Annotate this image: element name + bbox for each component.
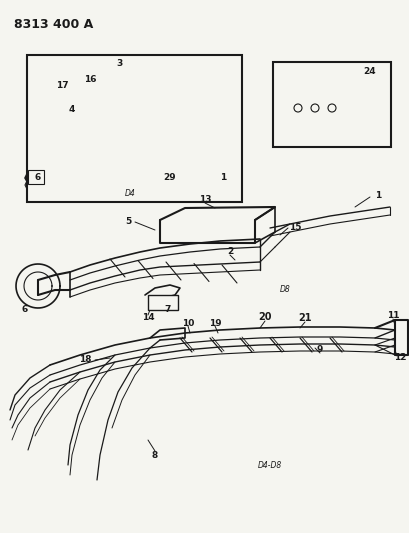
Bar — [28, 170, 44, 184]
Text: 14: 14 — [142, 313, 154, 322]
Text: 6: 6 — [35, 174, 41, 182]
Text: 11: 11 — [386, 311, 398, 319]
Text: 13: 13 — [198, 195, 211, 204]
Text: 17: 17 — [56, 80, 68, 90]
Text: 16: 16 — [83, 76, 96, 85]
Text: D4: D4 — [124, 189, 135, 198]
Text: 20: 20 — [258, 312, 271, 322]
Text: 29: 29 — [163, 174, 176, 182]
Text: 5: 5 — [125, 217, 131, 227]
Text: 21: 21 — [297, 313, 311, 323]
Bar — [272, 62, 390, 147]
Text: 2: 2 — [226, 247, 233, 256]
Text: 12: 12 — [393, 353, 405, 362]
Text: 9: 9 — [316, 345, 322, 354]
Text: 8313 400 A: 8313 400 A — [14, 18, 93, 31]
Text: D8: D8 — [279, 286, 290, 295]
Text: 6: 6 — [22, 305, 28, 314]
Text: 1: 1 — [219, 174, 226, 182]
Text: 8: 8 — [151, 450, 158, 459]
Text: 3: 3 — [117, 60, 123, 69]
Text: 1: 1 — [374, 190, 380, 199]
Text: D4-D8: D4-D8 — [257, 461, 281, 470]
Text: 15: 15 — [288, 223, 301, 232]
Bar — [148, 295, 178, 310]
Text: 10: 10 — [181, 319, 194, 327]
Text: 4: 4 — [69, 106, 75, 115]
Text: 18: 18 — [79, 356, 91, 365]
Text: 7: 7 — [164, 305, 171, 314]
Text: 19: 19 — [208, 319, 221, 327]
Bar — [27, 55, 241, 202]
Text: 24: 24 — [363, 68, 375, 77]
